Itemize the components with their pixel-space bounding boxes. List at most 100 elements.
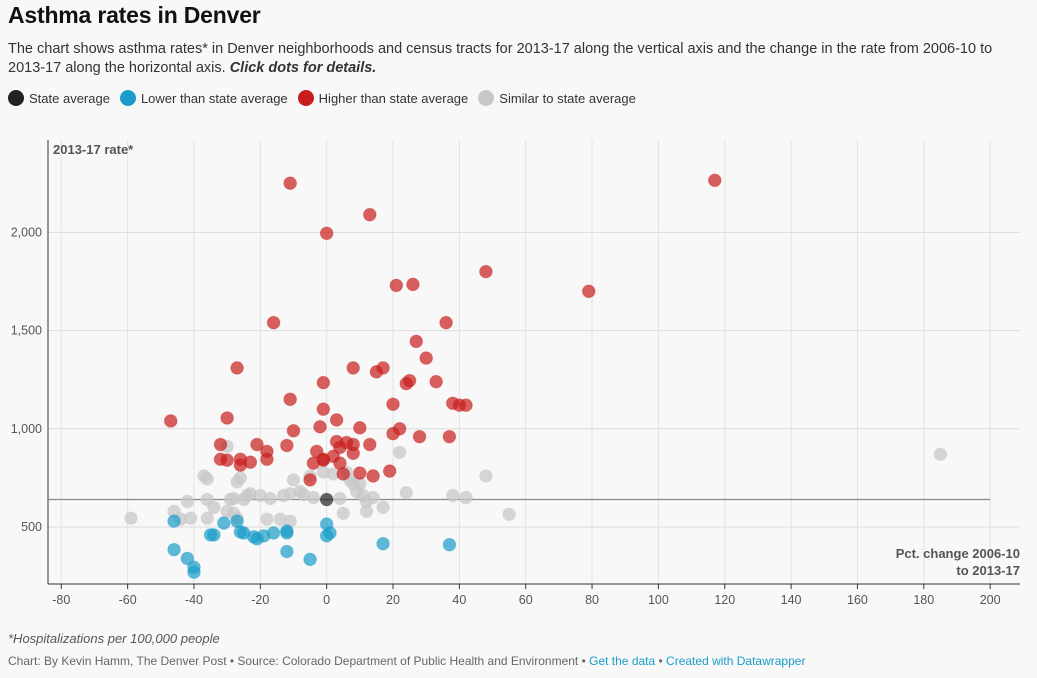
scatter-point[interactable] xyxy=(283,176,297,191)
scatter-point[interactable] xyxy=(376,500,390,515)
scatter-point[interactable] xyxy=(409,334,424,349)
scatter-point[interactable] xyxy=(353,466,367,480)
scatter-point[interactable] xyxy=(333,491,347,506)
scatter-point[interactable] xyxy=(336,506,351,521)
y-tick-label: 1,000 xyxy=(11,422,42,436)
scatter-point[interactable] xyxy=(203,528,218,542)
scatter-point[interactable] xyxy=(442,429,457,444)
scatter-point[interactable] xyxy=(316,453,331,468)
scatter-point[interactable] xyxy=(180,494,195,509)
description-emphasis: Click dots for details. xyxy=(229,60,377,76)
legend-label: State average xyxy=(29,90,110,106)
datawrapper-link[interactable]: Created with Datawrapper xyxy=(666,654,806,668)
scatter-point[interactable] xyxy=(459,398,473,413)
scatter-point[interactable] xyxy=(353,421,367,435)
legend-item-similar[interactable]: Similar to state average xyxy=(478,90,636,106)
scatter-point[interactable] xyxy=(362,207,377,222)
scatter-point[interactable] xyxy=(346,361,361,375)
scatter-point[interactable] xyxy=(392,445,407,460)
scatter-point[interactable] xyxy=(187,565,201,580)
scatter-point[interactable] xyxy=(220,453,234,468)
scatter-point[interactable] xyxy=(303,552,317,567)
scatter-point[interactable] xyxy=(273,512,288,526)
scatter-point[interactable] xyxy=(406,277,420,292)
scatter-point[interactable] xyxy=(313,420,327,434)
scatter-point[interactable] xyxy=(233,458,248,472)
scatter-point[interactable] xyxy=(479,264,493,279)
dot-layer xyxy=(124,173,948,580)
scatter-point[interactable] xyxy=(366,469,380,483)
scatter-point[interactable] xyxy=(180,551,195,566)
scatter-point[interactable] xyxy=(319,492,334,507)
scatter-point[interactable] xyxy=(359,504,374,519)
scatter-point[interactable] xyxy=(369,365,384,379)
x-tick-label: 20 xyxy=(386,593,400,607)
scatter-point[interactable] xyxy=(260,452,274,467)
scatter-point[interactable] xyxy=(581,284,596,299)
scatter-point[interactable] xyxy=(266,315,281,330)
scatter-point[interactable] xyxy=(213,437,228,452)
scatter-point[interactable] xyxy=(386,397,400,412)
scatter-point[interactable] xyxy=(167,514,181,528)
scatter-point[interactable] xyxy=(502,507,516,522)
scatter-point[interactable] xyxy=(316,402,331,416)
scatter-point[interactable] xyxy=(230,361,244,375)
legend-item-higher[interactable]: Higher than state average xyxy=(297,90,468,106)
scatter-point[interactable] xyxy=(319,226,334,241)
scatter-point[interactable] xyxy=(439,315,453,330)
scatter-point[interactable] xyxy=(346,446,361,461)
scatter-point[interactable] xyxy=(459,490,473,505)
scatter-point[interactable] xyxy=(263,491,278,506)
scatter-point[interactable] xyxy=(250,437,264,452)
scatter-point[interactable] xyxy=(280,438,294,453)
x-tick-label: -20 xyxy=(251,593,269,607)
scatter-point[interactable] xyxy=(399,485,414,500)
scatter-point[interactable] xyxy=(286,473,301,487)
scatter-point[interactable] xyxy=(376,536,390,551)
scatter-point[interactable] xyxy=(167,542,181,557)
get-data-link[interactable]: Get the data xyxy=(589,654,656,668)
chart-title: Asthma rates in Denver xyxy=(8,2,261,28)
scatter-point[interactable] xyxy=(200,472,215,486)
scatter-point[interactable] xyxy=(280,544,294,559)
scatter-point[interactable] xyxy=(329,413,344,427)
scatter-point[interactable] xyxy=(280,526,294,540)
scatter-point[interactable] xyxy=(303,473,317,487)
scatter-point[interactable] xyxy=(412,429,427,444)
x-tick-label: 180 xyxy=(913,593,934,607)
scatter-point[interactable] xyxy=(223,492,238,507)
scatter-point[interactable] xyxy=(479,469,493,483)
scatter-point[interactable] xyxy=(445,488,460,503)
scatter-point[interactable] xyxy=(306,490,321,505)
x-tick-label: -40 xyxy=(185,593,203,607)
scatter-point[interactable] xyxy=(429,374,443,389)
scatter-point[interactable] xyxy=(442,537,457,552)
scatter-point[interactable] xyxy=(419,351,433,365)
legend-item-state-average[interactable]: State average xyxy=(8,90,110,106)
scatter-point[interactable] xyxy=(707,173,722,188)
scatter-point[interactable] xyxy=(316,375,331,390)
scatter-point[interactable] xyxy=(319,529,334,543)
scatter-point[interactable] xyxy=(933,447,948,462)
legend-item-lower[interactable]: Lower than state average xyxy=(119,90,288,106)
scatter-point[interactable] xyxy=(217,516,231,530)
scatter-point[interactable] xyxy=(362,437,377,452)
legend-swatch xyxy=(119,90,136,106)
scatter-point[interactable] xyxy=(333,440,347,455)
scatter-point[interactable] xyxy=(163,414,178,428)
scatter-point[interactable] xyxy=(207,500,221,515)
scatter-point[interactable] xyxy=(382,464,397,478)
scatter-point[interactable] xyxy=(220,411,234,425)
scatter-point[interactable] xyxy=(233,471,248,485)
scatter-point[interactable] xyxy=(200,511,215,525)
scatter-point[interactable] xyxy=(389,278,404,293)
scatter-point[interactable] xyxy=(402,373,417,388)
scatter-point[interactable] xyxy=(260,512,274,526)
scatter-point[interactable] xyxy=(266,526,281,540)
scatter-point[interactable] xyxy=(386,426,400,441)
scatter-point[interactable] xyxy=(366,490,380,505)
scatter-point[interactable] xyxy=(283,392,297,407)
scatter-point[interactable] xyxy=(124,511,138,525)
scatter-point[interactable] xyxy=(286,423,301,438)
scatter-point[interactable] xyxy=(336,467,351,481)
